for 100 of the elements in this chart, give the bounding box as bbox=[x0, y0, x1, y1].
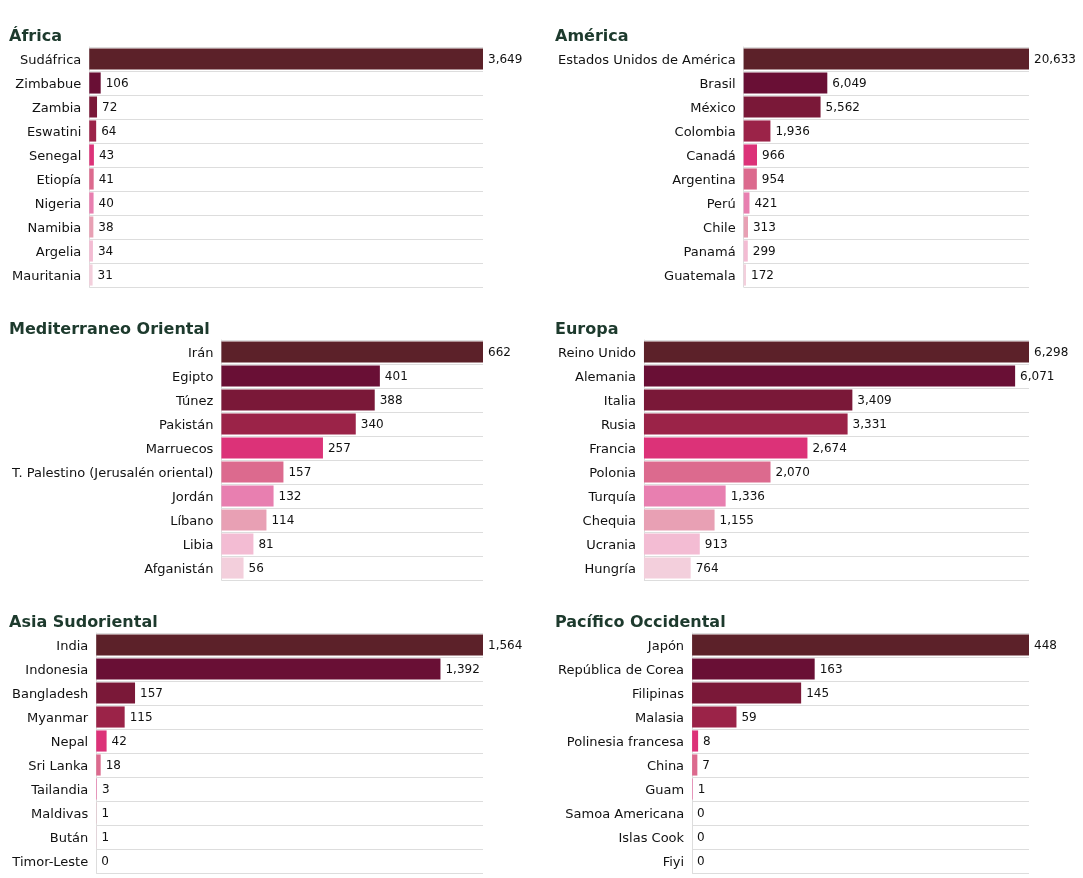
data-label: 163 bbox=[819, 662, 843, 676]
data-label: 313 bbox=[752, 220, 776, 234]
data-label: 43 bbox=[98, 148, 115, 162]
text: América bbox=[555, 25, 629, 45]
y-tick-label: Indonesia bbox=[25, 661, 89, 677]
y-tick-label: Egipto bbox=[172, 368, 214, 384]
bar bbox=[96, 706, 125, 728]
data-label: 421 bbox=[754, 196, 778, 210]
data-label: 1,392 bbox=[445, 662, 480, 676]
data-label: 388 bbox=[379, 393, 403, 407]
bar bbox=[89, 96, 98, 118]
y-tick-label: Sri Lanka bbox=[28, 757, 89, 773]
y-tick-label: Bangladesh bbox=[12, 685, 89, 701]
bar bbox=[221, 461, 284, 483]
chart-title: Pacífico Occidental bbox=[555, 611, 726, 631]
y-tick-label: Alemania bbox=[575, 368, 636, 384]
data-label: 157 bbox=[140, 686, 163, 700]
bar bbox=[89, 144, 94, 166]
bar bbox=[221, 509, 267, 531]
bar bbox=[221, 389, 375, 411]
data-label: 3,649 bbox=[488, 52, 523, 66]
data-label: 6,071 bbox=[1020, 369, 1055, 383]
data-label: 1 bbox=[101, 806, 110, 820]
data-label: 0 bbox=[697, 854, 705, 868]
y-tick-label: Afganistán bbox=[144, 560, 214, 576]
data-label: 145 bbox=[806, 686, 830, 700]
data-label: 1 bbox=[697, 782, 706, 796]
bar bbox=[743, 144, 758, 166]
y-tick-label: Bután bbox=[49, 829, 89, 845]
y-tick-label: Timor-Leste bbox=[11, 853, 89, 869]
data-label: 2,070 bbox=[775, 465, 810, 479]
data-label: 340 bbox=[360, 417, 384, 431]
data-label: 662 bbox=[488, 345, 511, 359]
bar bbox=[221, 485, 274, 507]
bar bbox=[89, 168, 94, 190]
y-tick-label: Estados Unidos de América bbox=[557, 51, 736, 67]
y-tick-label: República de Corea bbox=[557, 661, 685, 677]
bar bbox=[96, 730, 107, 752]
y-tick-label: Nigeria bbox=[34, 195, 82, 211]
bar bbox=[692, 682, 802, 704]
y-tick-label: Libia bbox=[182, 536, 214, 552]
data-label: 764 bbox=[695, 561, 719, 575]
y-tick-label: Sudáfrica bbox=[19, 51, 82, 67]
y-tick-label: Filipinas bbox=[631, 685, 685, 701]
data-label: 157 bbox=[288, 465, 312, 479]
bar bbox=[643, 413, 848, 435]
y-tick-label: Brasil bbox=[699, 75, 736, 91]
bar bbox=[221, 557, 244, 579]
y-tick-label: Malasia bbox=[634, 709, 685, 725]
chart-title: Asia Sudoriental bbox=[9, 611, 158, 631]
bar bbox=[89, 264, 93, 286]
data-label: 1,336 bbox=[730, 489, 765, 503]
data-label: 257 bbox=[327, 441, 351, 455]
y-tick-label: Líbano bbox=[170, 512, 214, 528]
data-label: 42 bbox=[111, 734, 127, 748]
y-tick-label: Namibia bbox=[27, 219, 82, 235]
y-tick-label: Maldivas bbox=[31, 805, 89, 821]
data-label: 1,936 bbox=[775, 124, 810, 138]
data-label: 40 bbox=[98, 196, 114, 210]
data-label: 1,564 bbox=[488, 638, 523, 652]
y-tick-label: Colombia bbox=[674, 123, 736, 139]
y-tick-label: Chile bbox=[703, 219, 736, 235]
bar bbox=[643, 437, 808, 459]
bar bbox=[221, 533, 254, 555]
y-tick-label: Panamá bbox=[683, 243, 736, 259]
bar bbox=[743, 96, 821, 118]
data-label: 2,674 bbox=[812, 441, 847, 455]
y-tick-label: Perú bbox=[706, 195, 736, 211]
y-tick-label: Hungría bbox=[584, 560, 636, 576]
bar bbox=[743, 216, 748, 238]
bar bbox=[89, 192, 94, 214]
bar bbox=[221, 365, 380, 387]
y-tick-label: Marruecos bbox=[145, 440, 214, 456]
bar bbox=[743, 240, 748, 262]
data-label: 172 bbox=[751, 268, 774, 282]
y-tick-label: Argentina bbox=[672, 171, 736, 187]
y-tick-label: Guam bbox=[645, 781, 685, 797]
y-tick-label: Senegal bbox=[28, 147, 82, 163]
y-tick-label: Irán bbox=[188, 344, 214, 360]
y-tick-label: Chequia bbox=[582, 512, 636, 528]
data-label: 41 bbox=[98, 172, 114, 186]
data-label: 0 bbox=[697, 806, 705, 820]
bar bbox=[692, 754, 698, 776]
data-label: 34 bbox=[97, 244, 114, 258]
y-tick-label: Reino Unido bbox=[557, 344, 636, 360]
data-label: 115 bbox=[129, 710, 153, 724]
chart-title: África bbox=[9, 25, 62, 45]
bar bbox=[643, 485, 726, 507]
bar bbox=[89, 72, 101, 94]
y-tick-label: Túnez bbox=[175, 392, 214, 408]
bar bbox=[743, 120, 771, 142]
data-label: 59 bbox=[741, 710, 757, 724]
y-tick-label: Nepal bbox=[50, 733, 89, 749]
y-tick-label: India bbox=[56, 637, 89, 653]
data-label: 31 bbox=[97, 268, 113, 282]
y-tick-label: Tailandia bbox=[30, 781, 89, 797]
bar bbox=[643, 557, 691, 579]
y-tick-label: Islas Cook bbox=[618, 829, 685, 845]
bar bbox=[643, 533, 700, 555]
y-tick-label: Myanmar bbox=[27, 709, 89, 725]
